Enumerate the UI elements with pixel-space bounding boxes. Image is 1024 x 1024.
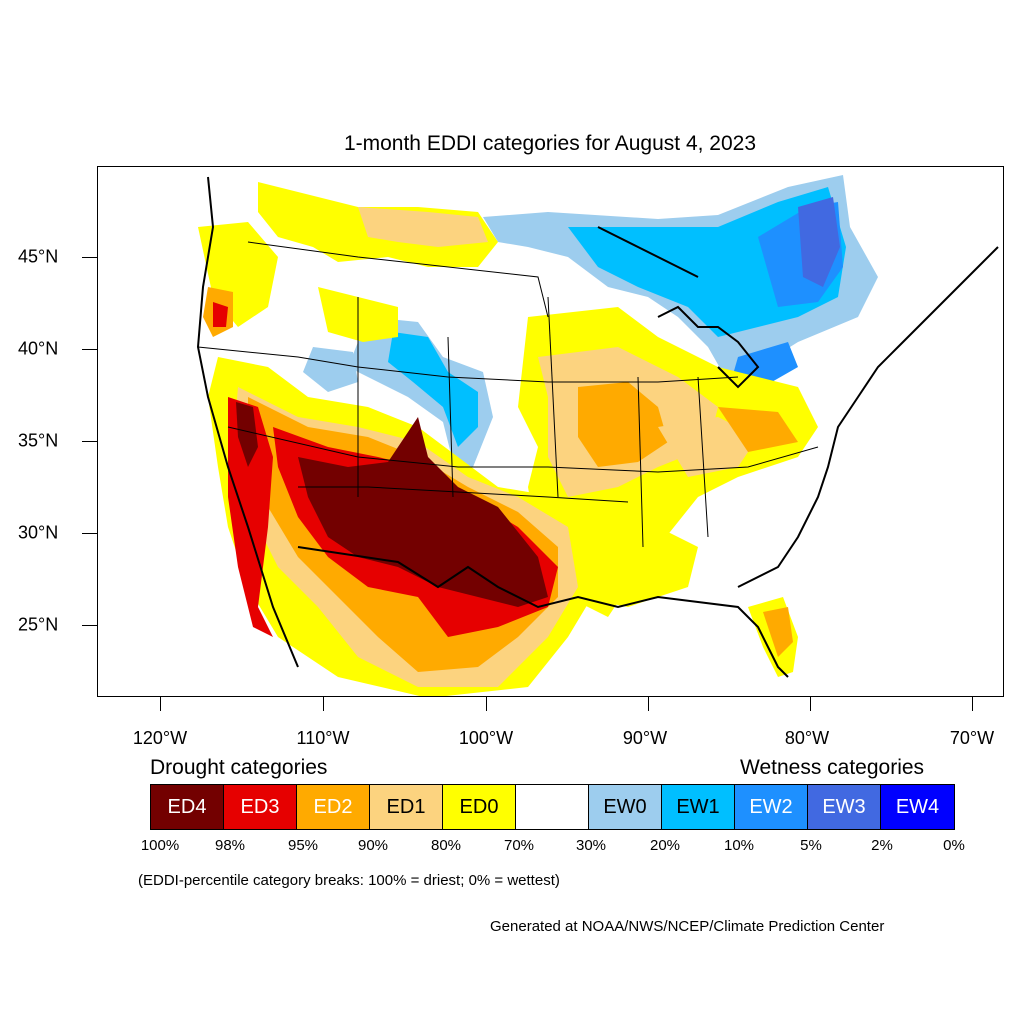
wet-region-ew3 [798, 197, 840, 287]
lon-label-110: 110°W [296, 728, 350, 748]
lon-tick [810, 697, 811, 711]
map-title: 1-month EDDI categories for August 4, 20… [343, 132, 757, 155]
pct-label: 90% [357, 837, 389, 854]
lat-tick [82, 257, 97, 258]
coastlines [196, 176, 999, 678]
dry-region-ca-ed4 [236, 402, 258, 467]
credit-line: Generated at NOAA/NWS/NCEP/Climate Predi… [490, 918, 885, 935]
lon-tick [972, 697, 973, 711]
lon-tick [648, 697, 649, 711]
dry-region-ca-ed3 [228, 397, 273, 637]
lat-tick [82, 349, 97, 350]
legend-ew1: EW1 [662, 785, 735, 829]
drought-heading: Drought categories [150, 756, 328, 779]
legend-ed1: ED1 [370, 785, 443, 829]
state-boundaries [197, 241, 819, 548]
dry-region-va-orange [718, 407, 798, 452]
legend-ed0: ED0 [443, 785, 516, 829]
dry-region-north-ed1 [358, 207, 488, 247]
lat-label-45: 45°N [18, 246, 59, 267]
pct-label: 100% [140, 837, 180, 854]
lat-label-35: 35°N [18, 430, 59, 451]
lat-tick [82, 625, 97, 626]
lat-label-30: 30°N [18, 522, 59, 543]
lat-tick [82, 441, 97, 442]
dry-region-kentucky-ed1 [658, 417, 758, 477]
legend-ed4: ED4 [151, 785, 224, 829]
pct-label: 5% [800, 837, 822, 854]
pct-label: 10% [723, 837, 755, 854]
legend-ew2: EW2 [735, 785, 808, 829]
legend-ew4: EW4 [881, 785, 954, 829]
wet-region-west [303, 347, 358, 392]
pct-label: 80% [430, 837, 462, 854]
lat-tick [82, 533, 97, 534]
dry-region-oregon-ed3 [213, 302, 228, 327]
legend-neutral [516, 785, 589, 829]
wet-region-rockies-ew1 [388, 332, 478, 447]
pct-label: 95% [287, 837, 319, 854]
dry-region-gulf-yellow [578, 527, 698, 607]
pct-label: 0% [943, 837, 965, 854]
pct-label: 20% [649, 837, 681, 854]
category-footnote: (EDDI-percentile category breaks: 100% =… [138, 872, 560, 889]
legend-ed3: ED3 [224, 785, 297, 829]
lon-label-120: 120°W [132, 728, 188, 748]
lat-label-25: 25°N [18, 614, 59, 635]
lon-tick [486, 697, 487, 711]
lon-tick [160, 697, 161, 711]
pct-label: 98% [214, 837, 246, 854]
lon-label-90: 90°W [622, 728, 668, 748]
pct-label: 2% [871, 837, 893, 854]
us-map-svg [196, 175, 999, 696]
dry-region-florida-ed2 [763, 607, 793, 657]
legend-ed2: ED2 [297, 785, 370, 829]
wetness-heading: Wetness categories [740, 756, 925, 779]
pct-label: 70% [503, 837, 535, 854]
dry-region-midwest-ed2 [578, 382, 668, 467]
legend-ew3: EW3 [808, 785, 881, 829]
lon-label-100: 100°W [458, 728, 514, 748]
dry-region-sw-ed4 [298, 417, 548, 607]
pct-label: 30% [575, 837, 607, 854]
eddi-map [97, 166, 1004, 697]
category-legend: ED4 ED3 ED2 ED1 ED0 EW0 EW1 EW2 EW3 EW4 [150, 784, 955, 830]
lon-label-80: 80°W [784, 728, 830, 748]
lon-label-70: 70°W [949, 728, 995, 748]
lat-label-40: 40°N [18, 338, 59, 359]
legend-ew0: EW0 [589, 785, 662, 829]
lon-tick [323, 697, 324, 711]
